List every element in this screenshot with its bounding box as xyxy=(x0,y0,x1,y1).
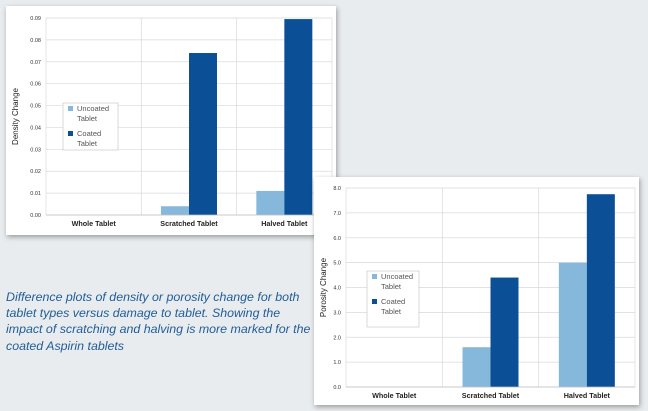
legend-label: Tablet xyxy=(381,307,402,316)
legend-swatch xyxy=(68,131,73,136)
y-tick-label: 3.0 xyxy=(333,310,341,316)
legend-swatch xyxy=(372,274,377,279)
legend-label: Coated xyxy=(77,129,101,138)
y-tick-label: 0.02 xyxy=(30,169,41,175)
figure-caption: Difference plots of density or porosity … xyxy=(6,290,311,353)
x-category-label: Scratched Tablet xyxy=(160,219,218,228)
porosity-chart-panel: 0.0 1.0 2.0 3.0 4.0 5.0 6.0 7.0 8.0 Whole Tablet S… xyxy=(314,177,639,405)
y-tick-label: 5.0 xyxy=(333,261,341,267)
bar-coated-tablet-scratched-tablet xyxy=(490,277,519,387)
y-tick-label: 0.09 xyxy=(30,16,41,22)
legend-label: Tablet xyxy=(77,139,98,148)
y-tick-label: 4.0 xyxy=(333,286,341,292)
legend-label: Uncoated xyxy=(381,272,413,281)
density-chart-panel: 0.00 0.01 0.02 0.03 0.04 0.05 0.06 0.07 0.08 0.09… xyxy=(6,6,336,235)
bar-uncoated-tablet-halved-tablet xyxy=(558,262,587,387)
y-tick-label: 0.01 xyxy=(30,191,41,197)
bar-uncoated-tablet-scratched-tablet xyxy=(161,206,189,215)
y-tick-label: 0.06 xyxy=(30,82,41,88)
legend-label: Uncoated xyxy=(77,104,109,113)
y-tick-label: 6.0 xyxy=(333,236,341,242)
y-tick-label: 0.04 xyxy=(30,125,41,131)
y-tick-label: 8.0 xyxy=(333,186,341,192)
legend-label: Tablet xyxy=(77,114,98,123)
x-category-label: Halved Tablet xyxy=(564,391,611,400)
density-chart: 0.00 0.01 0.02 0.03 0.04 0.05 0.06 0.07 0.08 0.09… xyxy=(11,16,333,228)
y-tick-label: 0.05 xyxy=(30,104,41,110)
y-tick-label: 1.0 xyxy=(333,360,341,366)
legend-label: Coated xyxy=(381,297,405,306)
y-tick-label: 0.0 xyxy=(333,385,341,391)
x-category-label: Scratched Tablet xyxy=(462,391,520,400)
y-tick-label: 0.08 xyxy=(30,38,41,44)
y-tick-label: 0.07 xyxy=(30,60,41,66)
bar-coated-tablet-halved-tablet xyxy=(586,194,615,387)
y-tick-label: 0.03 xyxy=(30,147,41,153)
legend-swatch xyxy=(372,299,377,304)
y-axis-label: Porosity Change xyxy=(319,257,328,317)
bar-uncoated-tablet-halved-tablet xyxy=(256,190,285,215)
y-tick-label: 0.00 xyxy=(30,213,41,219)
bar-coated-tablet-scratched-tablet xyxy=(189,53,217,216)
x-category-label: Halved Tablet xyxy=(261,219,308,228)
porosity-chart: 0.0 1.0 2.0 3.0 4.0 5.0 6.0 7.0 8.0 Whole Tablet S… xyxy=(319,186,636,400)
bar-coated-tablet-halved-tablet xyxy=(284,19,313,215)
y-tick-label: 2.0 xyxy=(333,335,341,341)
legend-label: Tablet xyxy=(381,282,402,291)
legend-swatch xyxy=(68,106,73,111)
y-tick-label: 7.0 xyxy=(333,211,341,217)
x-category-label: Whole Tablet xyxy=(72,219,117,228)
y-axis-label: Density Change xyxy=(11,87,20,144)
bar-uncoated-tablet-scratched-tablet xyxy=(462,347,491,387)
x-category-label: Whole Tablet xyxy=(372,391,417,400)
